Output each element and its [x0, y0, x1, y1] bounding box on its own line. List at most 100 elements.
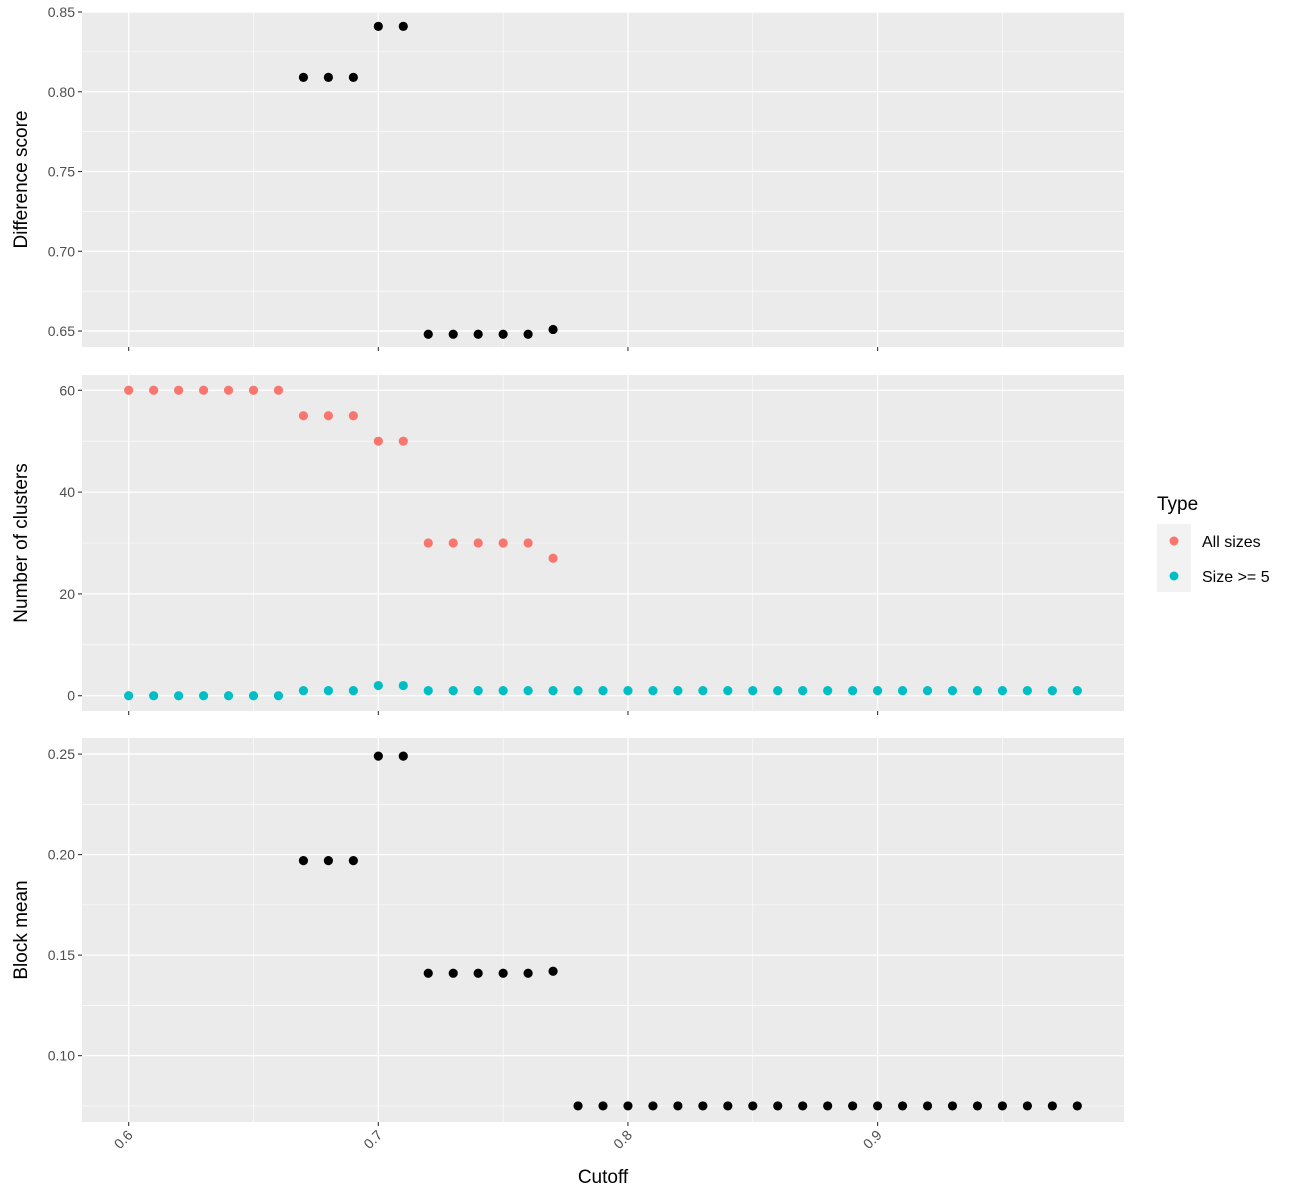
data-point: [323, 856, 333, 866]
data-point: [698, 686, 708, 696]
data-point: [473, 538, 483, 548]
data-point: [448, 538, 458, 548]
data-point: [1022, 1101, 1032, 1111]
data-point: [298, 72, 309, 83]
data-point: [897, 1101, 908, 1111]
data-point: [997, 686, 1008, 696]
data-point: [573, 686, 583, 696]
data-point: [198, 691, 209, 701]
y-tick-label: 0.85: [48, 4, 75, 20]
data-point: [323, 72, 333, 83]
data-point: [423, 329, 433, 339]
data-point: [1022, 686, 1032, 696]
panel-top: 0.65 0.70 0.75 0.80 0.85 Difference score: [11, 4, 1124, 351]
data-point: [423, 686, 433, 696]
panel-middle: 0 20 40 60 Number of clusters: [11, 375, 1124, 715]
data-point: [1047, 686, 1057, 696]
y-tick-label: 0.65: [48, 323, 75, 339]
data-point: [498, 686, 508, 696]
data-point: [323, 411, 333, 421]
data-point: [398, 680, 408, 691]
data-point: [698, 1101, 708, 1111]
data-point: [548, 966, 558, 976]
data-point: [648, 686, 658, 696]
data-point: [922, 686, 933, 696]
data-point: [623, 1101, 633, 1111]
y-axis-title: Difference score: [11, 111, 32, 249]
legend: Type All sizes Size >= 5: [1157, 494, 1270, 592]
data-point: [149, 385, 159, 395]
data-point: [623, 686, 633, 696]
legend-label-size-5: Size >= 5: [1202, 569, 1270, 586]
data-point: [548, 686, 558, 696]
data-point: [223, 385, 234, 395]
data-point: [873, 686, 883, 696]
data-point: [523, 329, 533, 339]
y-tick-label: 40: [59, 484, 75, 500]
data-point: [823, 1101, 833, 1111]
data-point: [473, 329, 483, 339]
data-point: [273, 691, 284, 701]
y-tick-label: 0.75: [48, 164, 75, 180]
x-tick-label: 0.6: [111, 1127, 136, 1152]
panel-background: [82, 738, 1124, 1122]
y-tick-label: 0.15: [48, 947, 75, 963]
panel-bottom: 0.10 0.15 0.20 0.25 Block mean: [11, 738, 1124, 1126]
data-point: [823, 686, 833, 696]
data-point: [748, 686, 758, 696]
y-tick-label: 0: [67, 688, 75, 704]
data-point: [848, 1101, 858, 1111]
data-point: [373, 680, 383, 691]
data-point: [348, 686, 358, 696]
x-tick-label: 0.8: [610, 1127, 635, 1152]
data-point: [174, 691, 184, 701]
data-point: [398, 436, 408, 446]
data-point: [848, 686, 858, 696]
data-point: [997, 1101, 1008, 1111]
x-tick-label: 0.7: [360, 1127, 385, 1152]
facet-panels: 0.65 0.70 0.75 0.80 0.85 Difference score 0 20 4…: [11, 4, 1124, 1152]
data-point: [373, 21, 383, 31]
data-point: [124, 691, 134, 701]
y-tick-label: 0.20: [48, 847, 75, 863]
data-point: [248, 385, 259, 395]
y-tick-label: 0.70: [48, 243, 75, 259]
data-point: [947, 686, 958, 696]
data-point: [773, 686, 783, 696]
data-point: [723, 1101, 733, 1111]
x-tick-label: 0.9: [860, 1127, 885, 1152]
data-point: [448, 329, 458, 339]
data-point: [248, 691, 259, 701]
data-point: [947, 1101, 958, 1111]
data-point: [748, 1101, 758, 1111]
data-point: [648, 1101, 658, 1111]
data-point: [723, 686, 733, 696]
data-point: [174, 385, 184, 395]
data-point: [373, 436, 383, 446]
series-all-sizes: [124, 385, 558, 563]
data-point: [548, 553, 558, 563]
data-point: [598, 1101, 608, 1111]
data-point: [922, 1101, 933, 1111]
data-point: [1047, 1101, 1057, 1111]
legend-label-all-sizes: All sizes: [1202, 534, 1261, 551]
data-point: [1072, 1101, 1082, 1111]
data-point: [198, 385, 209, 395]
data-point: [149, 691, 159, 701]
series-points: [298, 751, 1082, 1111]
data-point: [873, 1101, 883, 1111]
data-point: [523, 538, 533, 548]
data-point: [473, 686, 483, 696]
data-point: [548, 324, 558, 335]
data-point: [498, 968, 508, 978]
data-point: [972, 686, 983, 696]
data-point: [398, 21, 408, 31]
data-point: [598, 686, 608, 696]
data-point: [498, 538, 508, 548]
data-point: [448, 686, 458, 696]
data-point: [498, 329, 508, 339]
data-point: [673, 1101, 683, 1111]
y-tick-label: 20: [59, 586, 75, 602]
data-point: [573, 1101, 583, 1111]
